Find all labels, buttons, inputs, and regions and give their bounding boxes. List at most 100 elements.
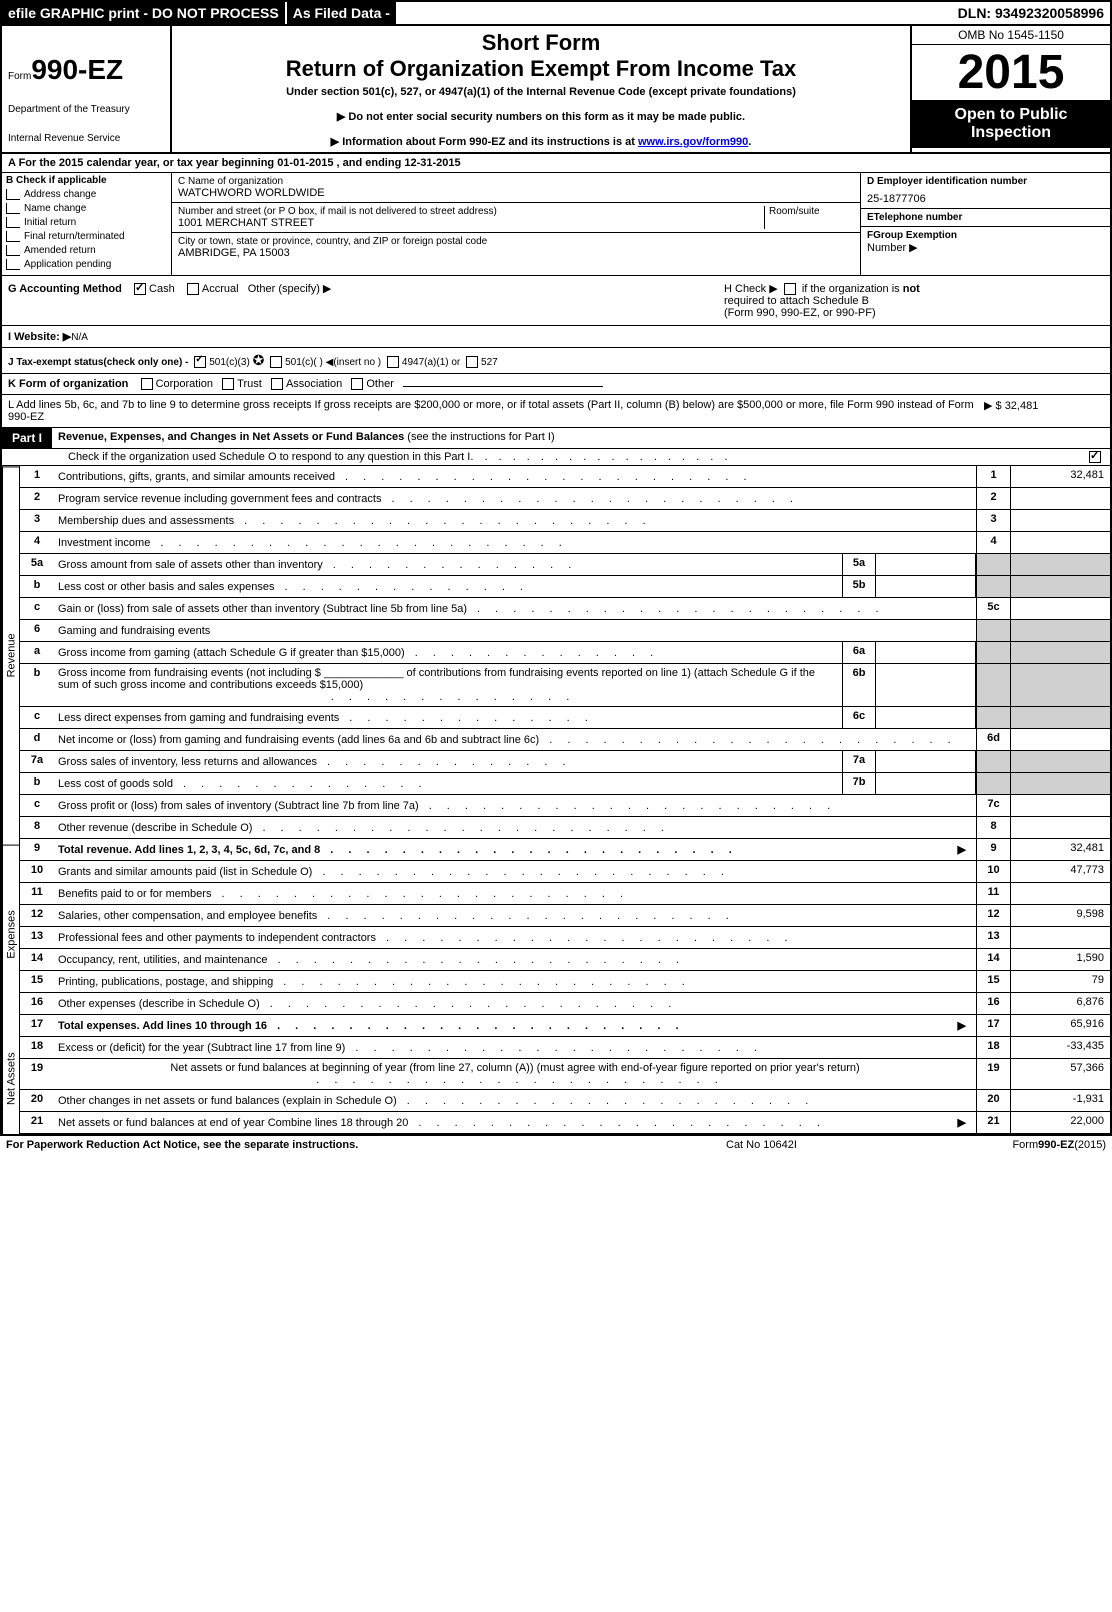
footer: For Paperwork Reduction Act Notice, see … bbox=[0, 1136, 1112, 1154]
filed-label: As Filed Data - bbox=[285, 2, 396, 24]
table-row: 4Investment income. . . . . . . . . . . … bbox=[20, 532, 1110, 554]
column-b: B Check if applicable Address changeName… bbox=[2, 173, 172, 275]
table-row: 21Net assets or fund balances at end of … bbox=[20, 1112, 1110, 1134]
amount: 32,481 bbox=[1010, 466, 1110, 487]
amount: 32,481 bbox=[1010, 839, 1110, 860]
amount: 6,876 bbox=[1010, 993, 1110, 1014]
note-ssn: ▶ Do not enter social security numbers o… bbox=[180, 110, 902, 123]
amount: 57,366 bbox=[1010, 1059, 1110, 1089]
amount: -33,435 bbox=[1010, 1037, 1110, 1058]
efile-label: efile GRAPHIC print - DO NOT PROCESS bbox=[2, 2, 285, 24]
amount bbox=[1010, 510, 1110, 531]
form-number: 990-EZ bbox=[31, 54, 123, 85]
cash-checkbox[interactable] bbox=[134, 283, 146, 295]
section-bcdef: B Check if applicable Address changeName… bbox=[2, 173, 1110, 276]
table-row: 17Total expenses. Add lines 10 through 1… bbox=[20, 1015, 1110, 1037]
line-k-org: K Form of organization Corporation Trust… bbox=[2, 374, 1110, 395]
table-rows: 1Contributions, gifts, grants, and simil… bbox=[20, 466, 1110, 1134]
part1-table: Revenue Expenses Net Assets 1Contributio… bbox=[2, 466, 1110, 1134]
section-gh: G Accounting Method Cash Accrual Other (… bbox=[2, 276, 1110, 326]
scheduleo-checkbox[interactable] bbox=[1089, 451, 1101, 463]
checkbox[interactable] bbox=[6, 245, 20, 256]
scheduleb-checkbox[interactable] bbox=[784, 283, 796, 295]
table-row: bGross income from fundraising events (n… bbox=[20, 664, 1110, 707]
amount: 1,590 bbox=[1010, 949, 1110, 970]
table-row: 11Benefits paid to or for members. . . .… bbox=[20, 883, 1110, 905]
checkbox[interactable] bbox=[6, 217, 20, 228]
line-a: A For the 2015 calendar year, or tax yea… bbox=[2, 154, 1110, 173]
irs-link[interactable]: www.irs.gov/form990 bbox=[638, 136, 748, 148]
table-row: 16Other expenses (describe in Schedule O… bbox=[20, 993, 1110, 1015]
side-labels: Revenue Expenses Net Assets bbox=[2, 466, 20, 1134]
column-c: C Name of organization WATCHWORD WORLDWI… bbox=[172, 173, 860, 275]
table-row: 10Grants and similar amounts paid (list … bbox=[20, 861, 1110, 883]
table-row: bLess cost or other basis and sales expe… bbox=[20, 576, 1110, 598]
amount bbox=[1010, 817, 1110, 838]
amount bbox=[1010, 488, 1110, 509]
amount: 47,773 bbox=[1010, 861, 1110, 882]
amount bbox=[1010, 795, 1110, 816]
checkbox[interactable] bbox=[6, 231, 20, 242]
gross-receipts: ▶ $ 32,481 bbox=[984, 399, 1104, 423]
amount bbox=[1010, 883, 1110, 904]
line-j-status: J Tax-exempt status(check only one) - 50… bbox=[2, 348, 1110, 374]
table-row: 9Total revenue. Add lines 1, 2, 3, 4, 5c… bbox=[20, 839, 1110, 861]
table-row: cGross profit or (loss) from sales of in… bbox=[20, 795, 1110, 817]
header: Form990-EZ Department of the Treasury In… bbox=[2, 26, 1110, 154]
amount bbox=[1010, 532, 1110, 553]
table-row: 8Other revenue (describe in Schedule O).… bbox=[20, 817, 1110, 839]
org-name: WATCHWORD WORLDWIDE bbox=[178, 187, 854, 199]
dln: DLN: 93492320058996 bbox=[952, 2, 1110, 24]
table-row: 12Salaries, other compensation, and empl… bbox=[20, 905, 1110, 927]
column-def: D Employer identification number 25-1877… bbox=[860, 173, 1110, 275]
amount: 79 bbox=[1010, 971, 1110, 992]
table-row: 7aGross sales of inventory, less returns… bbox=[20, 751, 1110, 773]
part1-header: Part I Revenue, Expenses, and Changes in… bbox=[2, 428, 1110, 449]
table-row: cGain or (loss) from sale of assets othe… bbox=[20, 598, 1110, 620]
inspection-badge: Open to Public Inspection bbox=[912, 100, 1110, 148]
ein: 25-1877706 bbox=[867, 193, 1104, 205]
table-row: 1Contributions, gifts, grants, and simil… bbox=[20, 466, 1110, 488]
amount: 65,916 bbox=[1010, 1015, 1110, 1036]
dept-treasury: Department of the Treasury bbox=[8, 104, 164, 115]
line-l: L Add lines 5b, 6c, and 7b to line 9 to … bbox=[2, 395, 1110, 428]
table-row: dNet income or (loss) from gaming and fu… bbox=[20, 729, 1110, 751]
table-row: 15Printing, publications, postage, and s… bbox=[20, 971, 1110, 993]
accounting-method: G Accounting Method Cash Accrual Other (… bbox=[8, 282, 724, 319]
schedule-b-check: H Check ▶ if the organization is not req… bbox=[724, 282, 1104, 319]
accrual-checkbox[interactable] bbox=[187, 283, 199, 295]
checkbox[interactable] bbox=[6, 259, 20, 270]
amount: 22,000 bbox=[1010, 1112, 1110, 1133]
dept-irs: Internal Revenue Service bbox=[8, 133, 164, 144]
short-form: Short Form bbox=[180, 30, 902, 56]
form-label-block: Form990-EZ Department of the Treasury In… bbox=[2, 26, 172, 152]
amount: 9,598 bbox=[1010, 905, 1110, 926]
amount bbox=[1010, 729, 1110, 750]
501c3-checkbox[interactable] bbox=[194, 356, 206, 368]
table-row: cLess direct expenses from gaming and fu… bbox=[20, 707, 1110, 729]
table-row: 13Professional fees and other payments t… bbox=[20, 927, 1110, 949]
org-address: 1001 MERCHANT STREET bbox=[178, 217, 764, 229]
table-row: 6Gaming and fundraising events bbox=[20, 620, 1110, 642]
part1-check: Check if the organization used Schedule … bbox=[2, 449, 1110, 466]
title-block: Short Form Return of Organization Exempt… bbox=[172, 26, 910, 152]
amount: -1,931 bbox=[1010, 1090, 1110, 1111]
year-block: OMB No 1545-1150 2015 Open to Public Ins… bbox=[910, 26, 1110, 152]
form-container: efile GRAPHIC print - DO NOT PROCESS As … bbox=[0, 0, 1112, 1136]
table-row: 19Net assets or fund balances at beginni… bbox=[20, 1059, 1110, 1090]
table-row: 2Program service revenue including gover… bbox=[20, 488, 1110, 510]
table-row: bLess cost of goods sold. . . . . . . . … bbox=[20, 773, 1110, 795]
table-row: 18Excess or (deficit) for the year (Subt… bbox=[20, 1037, 1110, 1059]
table-row: aGross income from gaming (attach Schedu… bbox=[20, 642, 1110, 664]
subtitle: Under section 501(c), 527, or 4947(a)(1)… bbox=[180, 86, 902, 98]
tax-year: 2015 bbox=[912, 45, 1110, 100]
table-row: 5aGross amount from sale of assets other… bbox=[20, 554, 1110, 576]
checkbox[interactable] bbox=[6, 189, 20, 200]
note-info: ▶ Information about Form 990-EZ and its … bbox=[180, 135, 902, 148]
line-i-website: I Website: ▶N/A bbox=[2, 326, 1110, 348]
main-title: Return of Organization Exempt From Incom… bbox=[180, 56, 902, 82]
omb-number: OMB No 1545-1150 bbox=[912, 26, 1110, 45]
org-city: AMBRIDGE, PA 15003 bbox=[178, 247, 854, 259]
checkbox[interactable] bbox=[6, 203, 20, 214]
amount bbox=[1010, 927, 1110, 948]
